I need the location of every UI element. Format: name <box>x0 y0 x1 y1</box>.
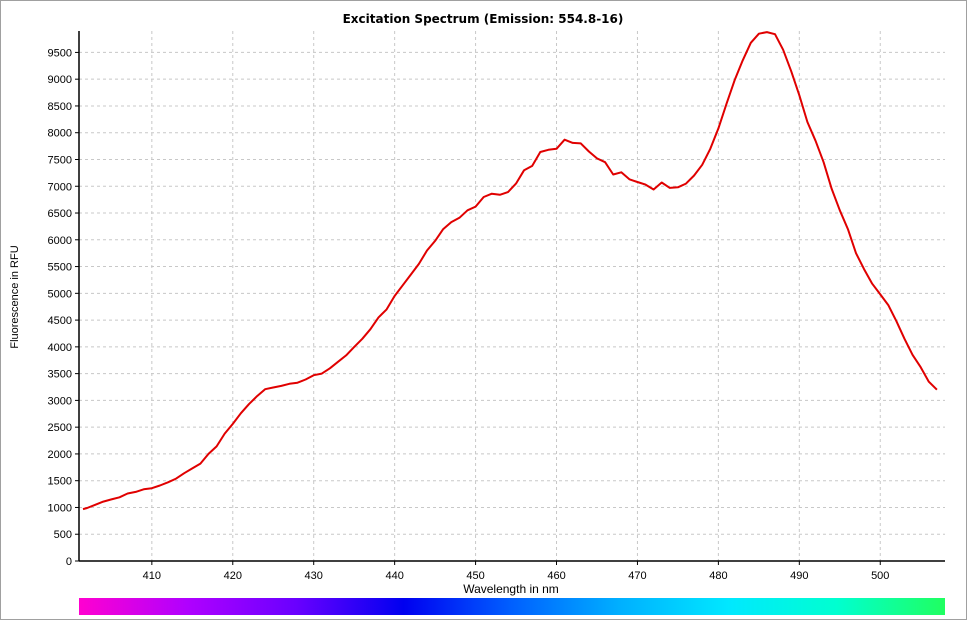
y-tick-label: 9500 <box>48 47 72 59</box>
y-tick-label: 4000 <box>48 342 72 354</box>
y-tick-label: 1000 <box>48 502 72 514</box>
y-axis-label: Fluorescence in RFU <box>9 245 21 348</box>
x-tick-label: 430 <box>305 570 323 582</box>
x-tick-label: 500 <box>871 570 889 582</box>
y-tick-label: 2000 <box>48 449 72 461</box>
x-tick-label: 470 <box>628 570 646 582</box>
x-axis-ticks: 410 420 430 440 450 460 470 480 490 500 <box>143 561 889 582</box>
y-tick-label: 3000 <box>48 395 72 407</box>
chart-title: Excitation Spectrum (Emission: 554.8-16) <box>343 12 624 26</box>
x-tick-label: 490 <box>790 570 808 582</box>
y-tick-label: 1500 <box>48 476 72 488</box>
x-axis-label: Wavelength in nm <box>463 582 559 596</box>
y-tick-label: 3500 <box>48 369 72 381</box>
x-tick-label: 480 <box>709 570 727 582</box>
x-tick-label: 460 <box>547 570 565 582</box>
y-tick-label: 0 <box>66 556 72 568</box>
y-tick-label: 6000 <box>48 235 72 247</box>
x-tick-label: 450 <box>466 570 484 582</box>
x-tick-label: 420 <box>224 570 242 582</box>
y-tick-label: 4500 <box>48 315 72 327</box>
y-tick-label: 500 <box>54 529 72 541</box>
y-tick-label: 6500 <box>48 208 72 220</box>
excitation-series-line <box>82 31 938 511</box>
wavelength-color-bar <box>79 598 945 615</box>
axes <box>78 31 945 562</box>
y-tick-label: 2500 <box>48 422 72 434</box>
y-tick-label: 7000 <box>48 181 72 193</box>
y-axis-ticks: 0 500 1000 1500 2000 2500 3000 3500 4000 4500 5000… <box>48 47 79 568</box>
y-tick-label: 9000 <box>48 74 72 86</box>
x-tick-label: 410 <box>143 570 161 582</box>
y-tick-label: 8500 <box>48 101 72 113</box>
grid <box>79 31 945 561</box>
y-tick-label: 8000 <box>48 128 72 140</box>
y-tick-label: 5000 <box>48 288 72 300</box>
y-tick-label: 7500 <box>48 154 72 166</box>
y-tick-label: 5500 <box>48 262 72 274</box>
x-tick-label: 440 <box>385 570 403 582</box>
